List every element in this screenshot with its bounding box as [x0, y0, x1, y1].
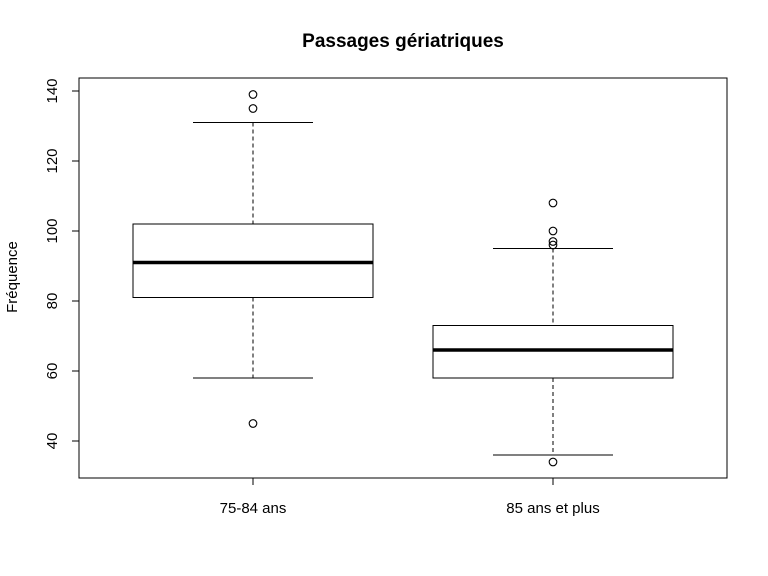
outlier-point — [248, 90, 258, 99]
outlier-point — [248, 419, 258, 428]
box-2 — [432, 198, 674, 467]
x-tick-label: 75-84 ans — [220, 500, 287, 517]
chart-title: Passages gériatriques — [302, 31, 504, 52]
y-tick-label: 60 — [44, 363, 61, 380]
y-tick-label: 120 — [44, 148, 61, 173]
box-1 — [132, 90, 374, 428]
plot-frame — [78, 77, 728, 479]
y-tick-label: 100 — [44, 218, 61, 243]
y-tick-label: 140 — [44, 78, 61, 103]
outlier-point — [548, 226, 558, 236]
y-axis: 40 60 80 100 120 140 — [44, 78, 80, 450]
y-tick-label: 40 — [44, 433, 61, 450]
y-axis-label: Fréquence — [4, 241, 21, 313]
outlier-point — [548, 198, 558, 208]
x-axis: 75-84 ans 85 ans et plus — [220, 477, 600, 517]
x-tick-label: 85 ans et plus — [506, 500, 599, 517]
outlier-point — [548, 237, 558, 246]
boxes-group — [132, 90, 674, 467]
outlier-point — [548, 457, 558, 467]
outlier-point — [248, 104, 258, 113]
outlier-point — [548, 240, 558, 250]
y-tick-label: 80 — [44, 293, 61, 310]
